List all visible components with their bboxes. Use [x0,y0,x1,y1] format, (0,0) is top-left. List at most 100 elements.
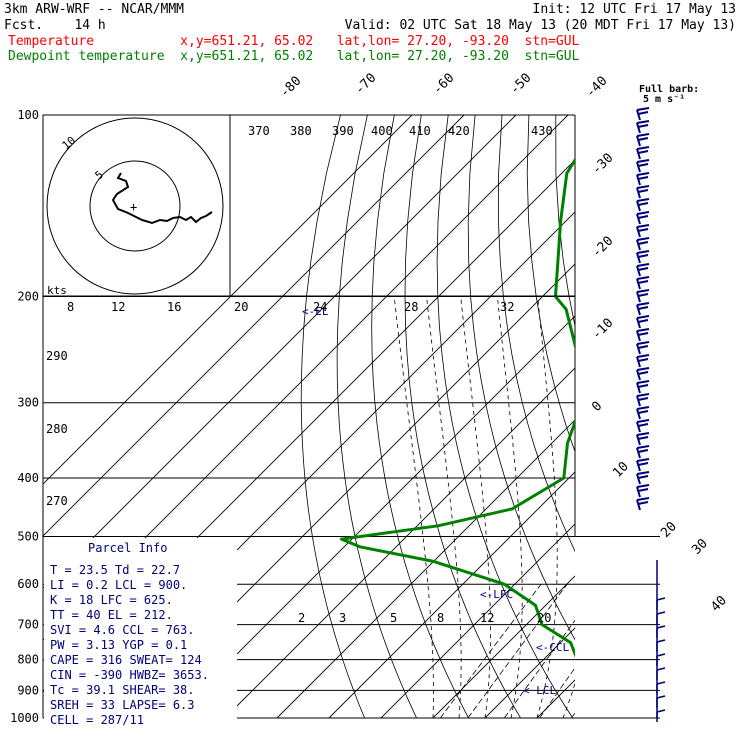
isotherm-label: -60 [430,71,457,98]
valid-time: Valid: 02 UTC Sat 18 May 13 (20 MDT Fri … [345,18,736,33]
isotherm-label: 40 [708,593,730,615]
pressure-label: 300 [17,396,39,410]
dry-adiabat [467,115,575,641]
pressure-label: 500 [17,529,39,543]
pressure-label: 400 [17,471,39,485]
parcel-info-row: PW = 3.13 YGP = 0.1 [50,638,187,652]
level-marker: <-EL [302,305,329,318]
mixing-ratio-label: 3 [339,611,346,625]
theta-label: 280 [46,422,68,436]
wind-barb-feather [636,419,650,423]
wind-barb-feather [656,653,666,657]
isotherm-label: -40 [583,74,610,101]
isotherm-line [224,367,575,718]
wind-barb-feather [636,107,650,111]
wind-barb-feather [637,124,649,128]
dry-adiabat [436,115,573,718]
isotherm-label: 20 [658,519,680,541]
mixing-ratio-line [539,667,575,718]
isotherm-label: -70 [352,71,379,98]
parcel-info-row: T = 23.5 Td = 22.7 [50,563,180,577]
dry-adiabat [371,115,469,718]
moist-adiabat [536,296,558,718]
dry-adiabat [404,115,521,718]
dry-adiabat [637,115,740,718]
moist-adiabat [562,681,575,718]
moist-adiabat [641,297,740,719]
parcel-info-panel: Parcel Info T = 23.5 Td = 22.7LI = 0.2 L… [44,538,237,727]
wind-barb-staff [636,317,641,329]
pressure-label: 1000 [10,711,39,725]
temperature-profile [607,115,734,718]
wind-barb-feather [637,488,649,492]
pressure-axis-labels: 100 200 300 400 500 600 700 800 900 1000 [10,108,39,725]
wind-barb-staff [636,343,641,355]
isotherm-label: -30 [589,151,616,178]
wind-barb-feather [637,280,649,284]
dewpoint-legend: Dewpoint temperature x,y=651.21, 65.02 l… [8,49,580,64]
pressure-label: 100 [17,108,39,122]
isotherm-line [328,471,575,718]
moist-adiabat [667,297,740,719]
mixing-ratio-label: 12 [480,611,494,625]
wind-barb-feather [636,250,650,254]
wind-barb-feather [656,667,666,671]
parcel-info-row: LI = 0.2 LCL = 900. [50,578,187,592]
wind-barb-feather [637,163,649,167]
theta-label: 270 [46,494,68,508]
wind-barb-staff [636,291,641,303]
wind-barb-feather [636,185,650,189]
wind-barb-feather [637,150,649,154]
isotherm-line [641,115,740,718]
hodograph-trace [111,172,213,225]
wind-barb-staff [636,356,641,368]
wind-barb-staff [636,213,641,225]
sounding-profiles [340,115,734,718]
wind-barb-feather [636,406,650,410]
wind-barb-feather [636,146,650,150]
wind-barb-feather [636,497,650,501]
wind-barb-feather [636,445,650,449]
parcel-info-background [44,538,237,720]
isotherm-label: 30 [689,536,711,558]
parcel-info-row: TT = 40 EL = 212. [50,608,173,622]
hodograph-ring-outer [46,117,224,295]
wind-barb-feather [637,475,649,479]
wind-barb-feather [636,393,650,397]
wind-barb-feather [656,611,666,615]
parcel-info-row: Tc = 39.1 SHEAR= 38. [50,683,195,697]
wind-barb-staff [636,330,641,342]
wind-barb-feather [636,458,650,462]
pressure-label: 700 [17,618,39,632]
dry-adiabat [610,115,740,718]
wind-barb-staff [636,486,641,498]
wind-barb-feather [636,302,650,306]
wind-barb-feather [637,176,649,180]
barb-legend-line1: Full barb: [639,84,699,95]
wind-barb-staff [636,408,641,420]
pressure-label: 600 [17,577,39,591]
theta-label: 390 [332,124,354,138]
hodograph-center-mark: + [130,200,137,214]
wind-barb-feather [637,267,649,271]
isotherm-line [43,115,517,589]
wind-barb-staff [636,447,641,459]
isotherm-line [693,115,740,718]
pressure-label: 800 [17,653,39,667]
wind-barb-feather [636,484,650,488]
wind-barb-feather [637,332,649,336]
wind-barb-feather [636,211,650,215]
wind-barb-staff [636,421,641,433]
dry-adiabat [526,115,575,453]
hodograph: 10 5 + kts [42,114,231,297]
wind-barb-staff [636,239,641,251]
wind-barb-feather [636,276,650,280]
wind-barb-feather [637,436,649,440]
dry-adiabat [664,115,740,718]
wind-barb-feather [637,462,649,466]
wind-barb-feather [636,289,650,293]
hodo-speed-label: 12 [111,300,125,314]
wind-barb-feather [636,432,650,436]
forecast-hour: Fcst. 14 h [4,18,106,33]
wind-barb-feather [637,319,649,323]
